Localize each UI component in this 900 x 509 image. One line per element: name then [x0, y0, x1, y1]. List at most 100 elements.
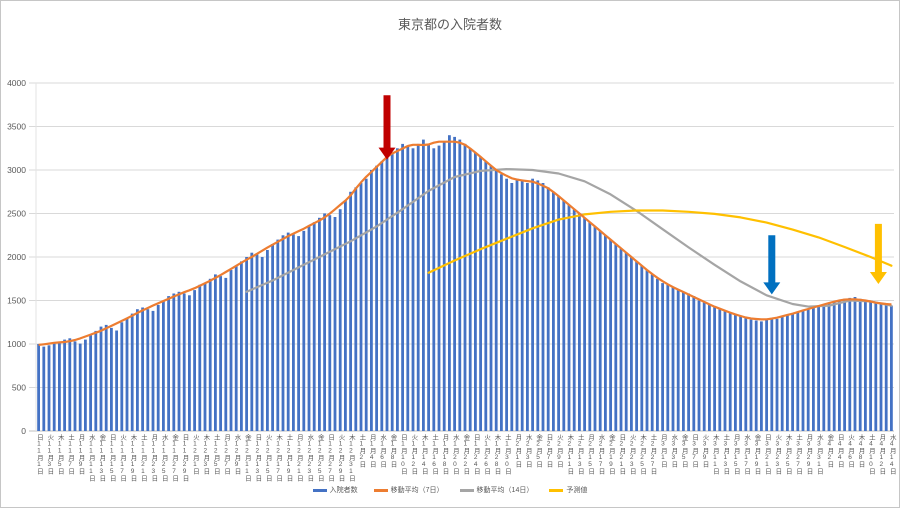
- bar: [791, 313, 794, 431]
- bar: [151, 310, 155, 431]
- bar: [193, 290, 196, 431]
- bar: [47, 345, 51, 431]
- bar: [786, 315, 789, 431]
- bar: [442, 142, 446, 431]
- annotation-down-arrow-1[interactable]: [763, 235, 781, 295]
- bar: [146, 309, 150, 431]
- bar: [687, 293, 690, 431]
- bar: [292, 234, 295, 431]
- legend-label: 予測値: [566, 487, 588, 494]
- bar: [120, 322, 124, 432]
- legend-swatch: [312, 488, 327, 492]
- bar: [843, 298, 846, 431]
- bar: [708, 304, 711, 431]
- bar: [614, 244, 618, 431]
- bar: [489, 165, 493, 431]
- bar: [396, 148, 399, 432]
- bar: [260, 257, 264, 431]
- bar: [380, 161, 384, 432]
- bar: [448, 135, 451, 431]
- bar: [354, 187, 358, 431]
- legend-label: 入院者数: [329, 487, 358, 494]
- bar: [224, 277, 228, 431]
- bar: [630, 257, 633, 431]
- bar: [858, 298, 862, 431]
- bar: [328, 215, 332, 431]
- bar: [286, 232, 290, 431]
- bar: [349, 191, 352, 432]
- bar: [250, 252, 254, 431]
- bar: [78, 343, 82, 431]
- bar: [318, 217, 321, 431]
- legend-label: 移動平均（7日）: [390, 487, 444, 494]
- bar: [567, 204, 571, 431]
- bar: [333, 217, 337, 431]
- bar: [136, 309, 139, 431]
- bar: [796, 311, 800, 431]
- bar: [359, 183, 363, 431]
- bar: [666, 284, 670, 431]
- bar: [229, 270, 233, 431]
- bar: [765, 319, 768, 431]
- annotation-down-arrow-2[interactable]: [869, 223, 887, 284]
- bar: [728, 312, 732, 431]
- legend-label: 移動平均（14日）: [476, 487, 534, 494]
- bar: [682, 291, 685, 431]
- y-tick-label: 1500: [7, 296, 26, 306]
- bar: [307, 226, 311, 431]
- bar: [853, 297, 857, 431]
- bar: [546, 187, 550, 431]
- bar: [718, 309, 722, 431]
- bar: [515, 178, 519, 431]
- y-tick-label: 2500: [7, 209, 26, 219]
- bar: [562, 200, 566, 431]
- bar: [770, 317, 774, 431]
- bar: [37, 344, 40, 431]
- bar: [89, 335, 92, 431]
- bar: [458, 139, 462, 431]
- bar: [578, 213, 581, 431]
- legend-swatch: [373, 488, 388, 492]
- bar: [188, 295, 191, 431]
- bar: [848, 297, 852, 431]
- annotation-down-arrow-0[interactable]: [378, 95, 396, 160]
- bar: [536, 180, 540, 431]
- bar: [281, 235, 285, 432]
- y-axis-labels: 0 500 1000 1500 2000 2500 3000 3500 4000: [7, 78, 26, 436]
- bar: [58, 342, 61, 431]
- bar: [42, 346, 46, 431]
- bar: [520, 180, 524, 431]
- bar: [526, 183, 529, 431]
- chart-legend: 入院者数 移動平均（7日） 移動平均（14日） 予測値: [1, 485, 899, 495]
- yellow-forecast-line: [427, 209, 893, 274]
- bar: [110, 327, 113, 431]
- bar: [385, 156, 389, 431]
- bar: [401, 143, 404, 431]
- bar: [162, 300, 165, 431]
- bar: [130, 313, 134, 431]
- bar: [172, 293, 176, 431]
- bar: [68, 338, 72, 431]
- bar: [494, 170, 498, 431]
- bar: [702, 302, 706, 431]
- bar: [812, 307, 815, 431]
- bar: [593, 226, 597, 431]
- y-tick-label: 1000: [7, 339, 26, 349]
- bar: [661, 283, 664, 431]
- bar: [344, 200, 347, 431]
- legend-swatch: [549, 488, 564, 492]
- bar: [510, 183, 514, 431]
- bar: [832, 301, 836, 431]
- bar: [390, 152, 394, 431]
- bar: [245, 257, 248, 431]
- bar: [479, 156, 482, 431]
- bar: [884, 304, 888, 431]
- bar: [167, 296, 170, 431]
- bar: [650, 274, 654, 431]
- moving-average-line: [38, 140, 892, 346]
- bar: [640, 265, 644, 431]
- bar: [468, 148, 472, 432]
- bar: [463, 143, 467, 431]
- bar: [598, 230, 602, 431]
